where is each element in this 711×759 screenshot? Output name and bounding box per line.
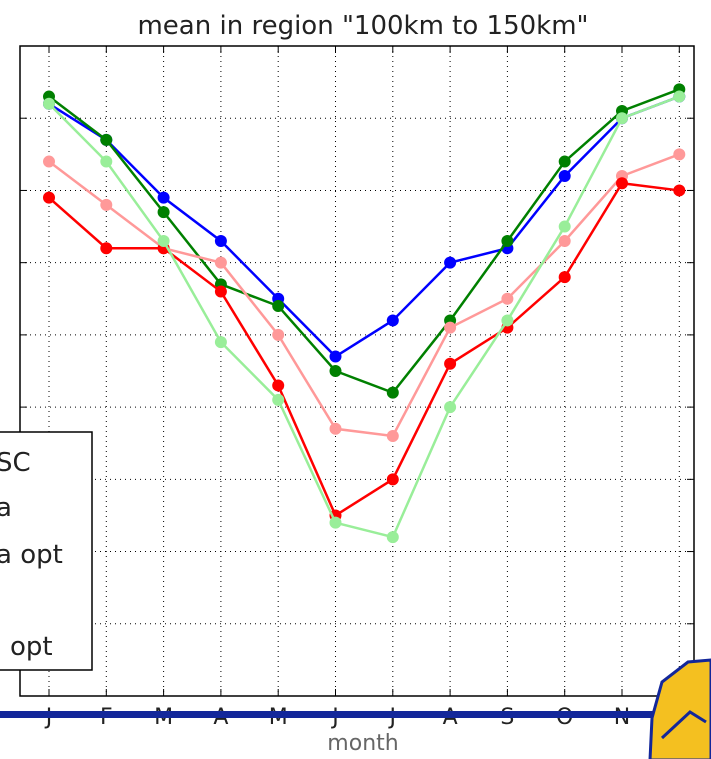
data-point bbox=[100, 242, 113, 255]
data-point bbox=[558, 235, 571, 247]
data-point bbox=[501, 314, 514, 327]
data-point bbox=[501, 235, 514, 247]
data-point bbox=[673, 184, 686, 197]
data-point bbox=[673, 148, 686, 161]
data-point bbox=[272, 300, 285, 312]
chart-title: mean in region "100km to 150km" bbox=[137, 11, 588, 41]
data-point bbox=[616, 177, 628, 190]
data-point bbox=[558, 155, 571, 168]
data-point bbox=[329, 422, 342, 435]
data-point bbox=[444, 321, 457, 334]
series-line bbox=[48, 95, 680, 539]
data-point bbox=[157, 235, 170, 247]
footer-bar bbox=[0, 711, 711, 718]
data-point bbox=[444, 357, 457, 370]
data-point bbox=[444, 256, 457, 269]
legend-box bbox=[0, 431, 93, 671]
data-point bbox=[272, 393, 285, 406]
data-point bbox=[329, 516, 342, 529]
data-point bbox=[214, 256, 227, 269]
data-point bbox=[329, 350, 342, 363]
legend: SC a a opt opt bbox=[0, 431, 93, 671]
data-point bbox=[157, 206, 170, 219]
data-point bbox=[673, 90, 686, 103]
series-line bbox=[48, 95, 680, 359]
data-point bbox=[558, 170, 571, 182]
series-3 bbox=[43, 148, 686, 442]
data-point bbox=[386, 430, 399, 442]
data-point bbox=[616, 112, 628, 125]
series-lines bbox=[43, 83, 686, 544]
series-5 bbox=[43, 90, 686, 544]
data-point bbox=[558, 220, 571, 233]
legend-entry-1: SC bbox=[0, 448, 31, 478]
legend-entry-5: opt bbox=[10, 632, 53, 662]
data-point bbox=[214, 285, 227, 298]
series-line bbox=[48, 181, 680, 518]
plot-area bbox=[19, 45, 695, 697]
data-point bbox=[100, 133, 113, 146]
data-point bbox=[43, 191, 55, 204]
data-point bbox=[386, 531, 399, 544]
data-point bbox=[558, 271, 571, 284]
data-point bbox=[386, 314, 399, 327]
x-axis-label: month bbox=[327, 731, 398, 756]
mascot-logo bbox=[648, 658, 711, 759]
series-line bbox=[48, 88, 680, 395]
data-point bbox=[214, 336, 227, 349]
data-point bbox=[444, 401, 457, 414]
series-line bbox=[48, 153, 680, 438]
data-point bbox=[214, 235, 227, 247]
data-point bbox=[272, 328, 285, 341]
data-point bbox=[272, 379, 285, 392]
data-point bbox=[329, 365, 342, 377]
legend-entry-2: a bbox=[0, 493, 12, 523]
data-point bbox=[157, 191, 170, 204]
data-point bbox=[100, 155, 113, 168]
data-point bbox=[386, 473, 399, 486]
legend-entry-3: a opt bbox=[0, 540, 63, 570]
data-point bbox=[43, 97, 55, 110]
data-point bbox=[43, 155, 55, 168]
data-point bbox=[100, 198, 113, 211]
data-point bbox=[501, 292, 514, 305]
data-point bbox=[386, 386, 399, 399]
